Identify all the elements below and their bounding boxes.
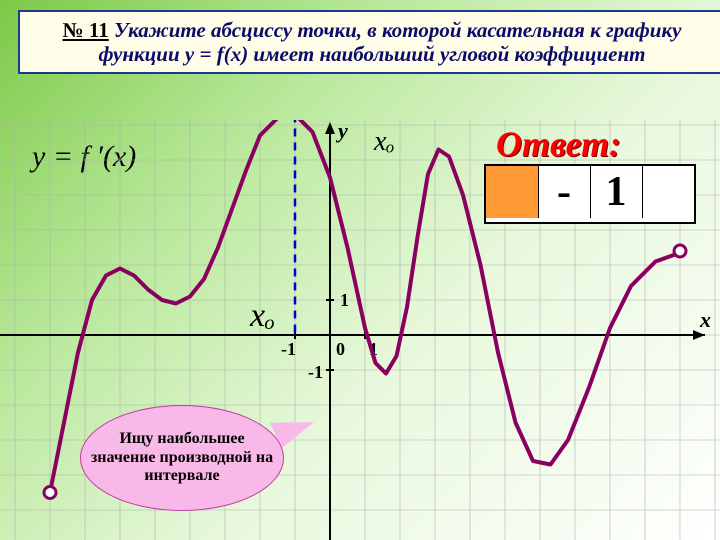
hint-callout: Ищу наибольшее значение производной на и… — [80, 405, 284, 511]
svg-text:1: 1 — [340, 290, 349, 310]
problem-number: № 11 — [63, 18, 109, 42]
xo-label-mid: xₒ — [250, 297, 275, 335]
answer-cell-0[interactable] — [486, 166, 539, 218]
xo-label-top: xₒ — [374, 126, 394, 158]
answer-cell-1[interactable]: - — [538, 166, 591, 218]
answer-box: - 1 — [484, 164, 696, 224]
hint-text: Ищу наибольшее значение производной на и… — [87, 430, 277, 485]
problem-title: № 11 Укажите абсциссу точки, в которой к… — [18, 10, 720, 74]
answer-label: Ответ: — [496, 123, 621, 165]
svg-text:-1: -1 — [308, 362, 323, 382]
svg-text:y: y — [335, 120, 348, 143]
answer-cell-2[interactable]: 1 — [590, 166, 643, 218]
svg-text:x: x — [699, 307, 711, 332]
problem-text: Укажите абсциссу точки, в которой касате… — [99, 18, 682, 66]
svg-text:-1: -1 — [281, 339, 296, 359]
svg-text:0: 0 — [336, 339, 345, 359]
answer-cell-3[interactable] — [642, 166, 694, 218]
